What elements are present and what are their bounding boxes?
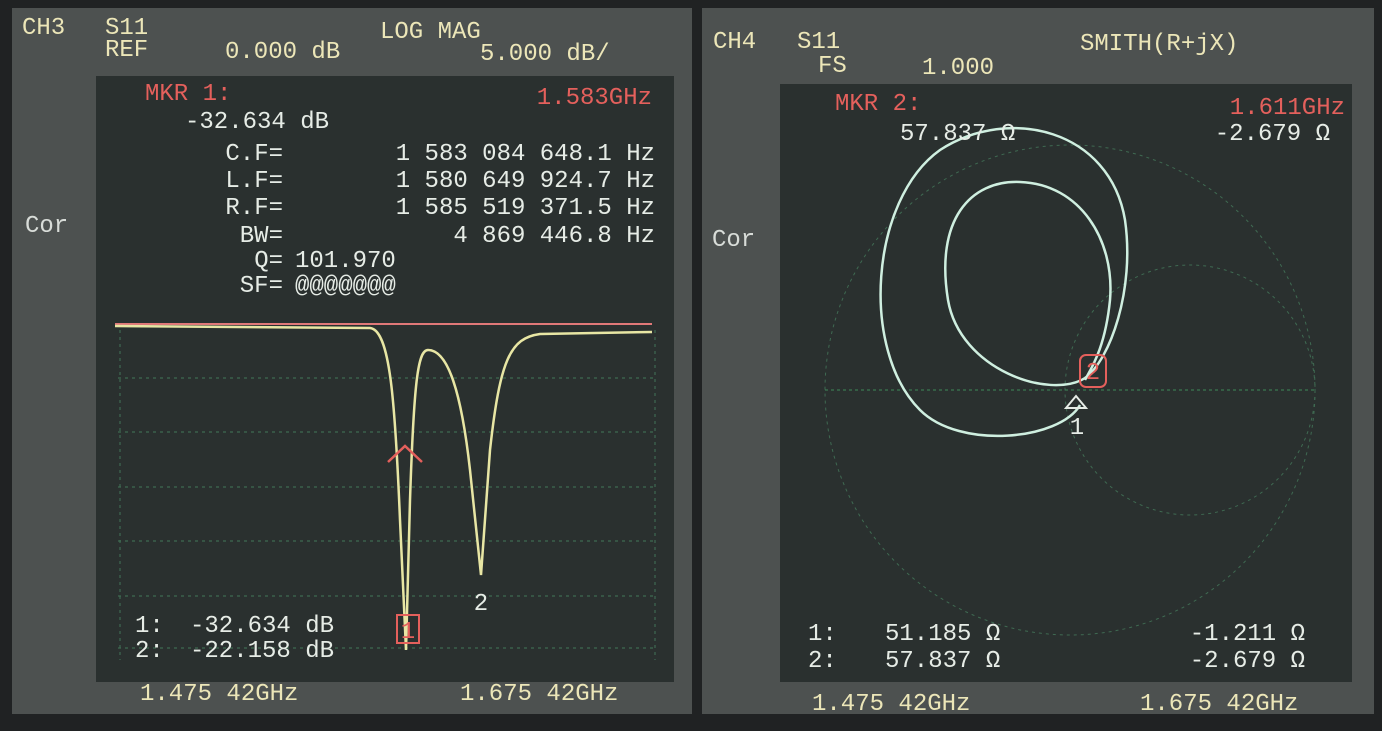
instrument-screen: CH3 S11 REF 0.000 dB LOG MAG5.000 dB/Cor MKR …: [0, 0, 1382, 731]
marker-flag: 2: [474, 591, 488, 618]
marker-value: -22.158 dB: [190, 638, 334, 665]
readout-label: Q=: [254, 248, 283, 275]
ref-value: 0.000 dB: [225, 39, 340, 66]
correction: Cor: [25, 213, 68, 240]
readout-label: L.F=: [225, 168, 283, 195]
stop-freq: 1.675 42GHz: [460, 681, 618, 708]
readout-value: @@@@@@@: [295, 273, 396, 300]
marker-freq: 1.583GHz: [537, 85, 652, 112]
start-freq: 1.475 42GHz: [812, 691, 970, 718]
marker-value: -32.634 dB: [185, 109, 329, 136]
marker-id: 2:: [808, 648, 837, 675]
parameter: S11: [797, 29, 840, 56]
marker-imag: -2.679 Ω: [1190, 648, 1305, 675]
channel: CH3: [22, 15, 65, 42]
marker-real: 57.837 Ω: [900, 121, 1015, 148]
marker-flag: 1: [1070, 415, 1084, 442]
readout-label: BW=: [240, 223, 283, 250]
marker-label: MKR 2:: [835, 91, 921, 118]
marker-flag: 2: [1086, 360, 1100, 387]
marker-id: 2:: [135, 638, 164, 665]
marker-value: -32.634 dB: [190, 613, 334, 640]
start-freq: 1.475 42GHz: [140, 681, 298, 708]
readout-value: 1 580 649 924.7 Hz: [396, 168, 655, 195]
fs-label: FS: [818, 53, 847, 80]
readout-value: 1 583 084 648.1 Hz: [396, 141, 655, 168]
marker-flag: 1: [401, 619, 415, 646]
marker-id: 1:: [808, 621, 837, 648]
readout-value: 1 585 519 371.5 Hz: [396, 195, 655, 222]
stop-freq: 1.675 42GHz: [1140, 691, 1298, 718]
correction: Cor: [712, 227, 755, 254]
marker-imag: -1.211 Ω: [1190, 621, 1305, 648]
readout-label: C.F=: [225, 141, 283, 168]
ref-label: REF: [105, 37, 148, 64]
fs-value: 1.000: [922, 55, 994, 82]
marker-imag: -2.679 Ω: [1215, 121, 1330, 148]
readout-value: 4 869 446.8 Hz: [453, 223, 655, 250]
format: SMITH(R+jX): [1080, 31, 1238, 58]
marker-real: 57.837 Ω: [885, 648, 1000, 675]
marker-id: 1:: [135, 613, 164, 640]
marker-label: MKR 1:: [145, 81, 231, 108]
format: LOG MAG: [380, 19, 481, 46]
readout-label: R.F=: [225, 195, 283, 222]
marker-real: 51.185 Ω: [885, 621, 1000, 648]
marker-freq: 1.611GHz: [1230, 95, 1345, 122]
scale: 5.000 dB/: [480, 41, 610, 68]
readout-value: 101.970: [295, 248, 396, 275]
right-plot: [780, 84, 1352, 682]
readout-label: SF=: [240, 273, 283, 300]
channel: CH4: [713, 29, 756, 56]
